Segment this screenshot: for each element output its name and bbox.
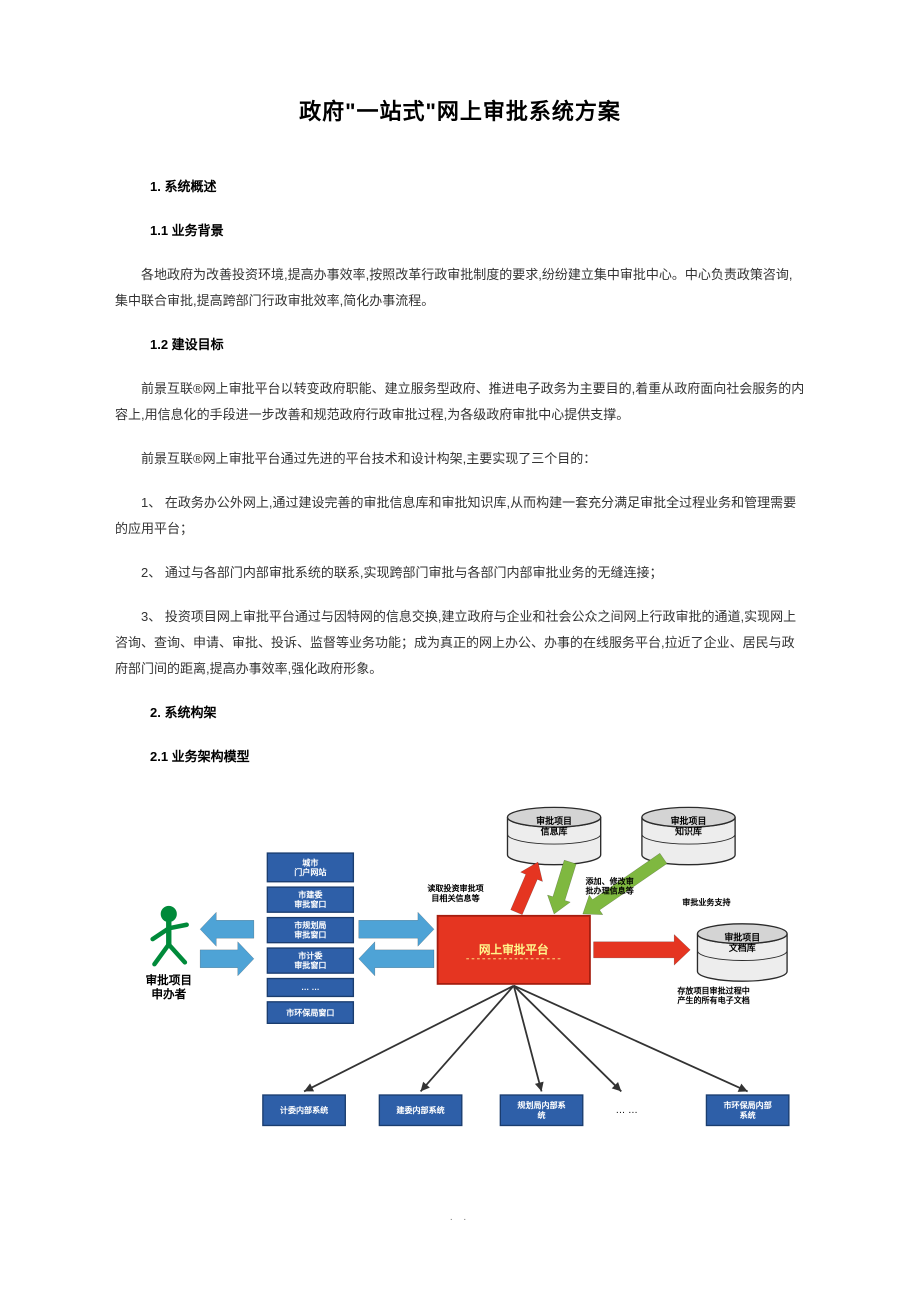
svg-text:审批项目: 审批项目 [671, 815, 707, 826]
svg-text:门户网站: 门户网站 [294, 867, 326, 877]
heading-1: 1. 系统概述 [150, 174, 805, 200]
svg-text:存放项目审批过程中: 存放项目审批过程中 [676, 985, 749, 995]
svg-text:建委内部系统: 建委内部系统 [396, 1105, 444, 1115]
svg-text:审批窗口: 审批窗口 [294, 899, 326, 909]
svg-text:市环保局内部: 市环保局内部 [724, 1100, 772, 1110]
architecture-diagram: 审批项目申办者城市门户网站市建委审批窗口市规划局审批窗口市计委审批窗口… …市环… [115, 798, 805, 1168]
svg-text:批办理信息等: 批办理信息等 [586, 886, 634, 896]
svg-text:计委内部系统: 计委内部系统 [280, 1105, 328, 1115]
list-item-1: 1、 在政务办公外网上,通过建设完善的审批信息库和审批知识库,从而构建一套充分满… [115, 490, 805, 542]
para-1-2-b: 前景互联®网上审批平台通过先进的平台技术和设计构架,主要实现了三个目的： [115, 446, 805, 472]
svg-text:审批窗口: 审批窗口 [294, 930, 326, 940]
svg-text:市建委: 市建委 [298, 890, 323, 900]
para-1-1: 各地政府为改善投资环境,提高办事效率,按照改革行政审批制度的要求,纷纷建立集中审… [115, 262, 805, 314]
svg-text:城市: 城市 [302, 857, 318, 867]
svg-text:产生的所有电子文档: 产生的所有电子文档 [677, 995, 749, 1005]
svg-text:统: 统 [538, 1110, 546, 1120]
page-title: 政府"一站式"网上审批系统方案 [115, 90, 805, 134]
svg-text:文档库: 文档库 [728, 942, 756, 953]
svg-text:目相关信息等: 目相关信息等 [431, 893, 479, 903]
svg-text:网上审批平台: 网上审批平台 [479, 942, 549, 956]
svg-text:市规划局: 市规划局 [294, 920, 326, 930]
svg-text:市环保局窗口: 市环保局窗口 [286, 1007, 334, 1017]
svg-text:… …: … … [301, 983, 319, 992]
svg-text:添加、修改审: 添加、修改审 [586, 876, 634, 886]
svg-text:审批业务支持: 审批业务支持 [682, 897, 730, 907]
svg-text:审批项目: 审批项目 [146, 973, 193, 987]
para-1-2-a: 前景互联®网上审批平台以转变政府职能、建立服务型政府、推进电子政务为主要目的,着… [115, 376, 805, 428]
svg-text:信息库: 信息库 [541, 826, 568, 837]
heading-1-1: 1.1 业务背景 [150, 218, 805, 244]
svg-text:知识库: 知识库 [674, 826, 702, 837]
heading-2-1: 2.1 业务架构模型 [150, 744, 805, 770]
svg-text:审批项目: 审批项目 [724, 931, 760, 942]
svg-text:读取投资审批项: 读取投资审批项 [427, 883, 483, 893]
list-item-2: 2、 通过与各部门内部审批系统的联系,实现跨部门审批与各部门内部审批业务的无缝连… [115, 560, 805, 586]
svg-text:审批窗口: 审批窗口 [294, 960, 326, 970]
svg-text:申办者: 申办者 [151, 987, 186, 1001]
svg-text:规划局内部系: 规划局内部系 [517, 1100, 565, 1110]
svg-text:审批项目: 审批项目 [536, 815, 572, 826]
svg-text:市计委: 市计委 [298, 950, 323, 960]
list-item-3: 3、 投资项目网上审批平台通过与因特网的信息交换,建立政府与企业和社会公众之间网… [115, 604, 805, 682]
heading-2: 2. 系统构架 [150, 700, 805, 726]
svg-text:系统: 系统 [740, 1110, 756, 1120]
footer-marker: . . [115, 1208, 805, 1228]
svg-text:… …: … … [615, 1105, 637, 1116]
heading-1-2: 1.2 建设目标 [150, 332, 805, 358]
